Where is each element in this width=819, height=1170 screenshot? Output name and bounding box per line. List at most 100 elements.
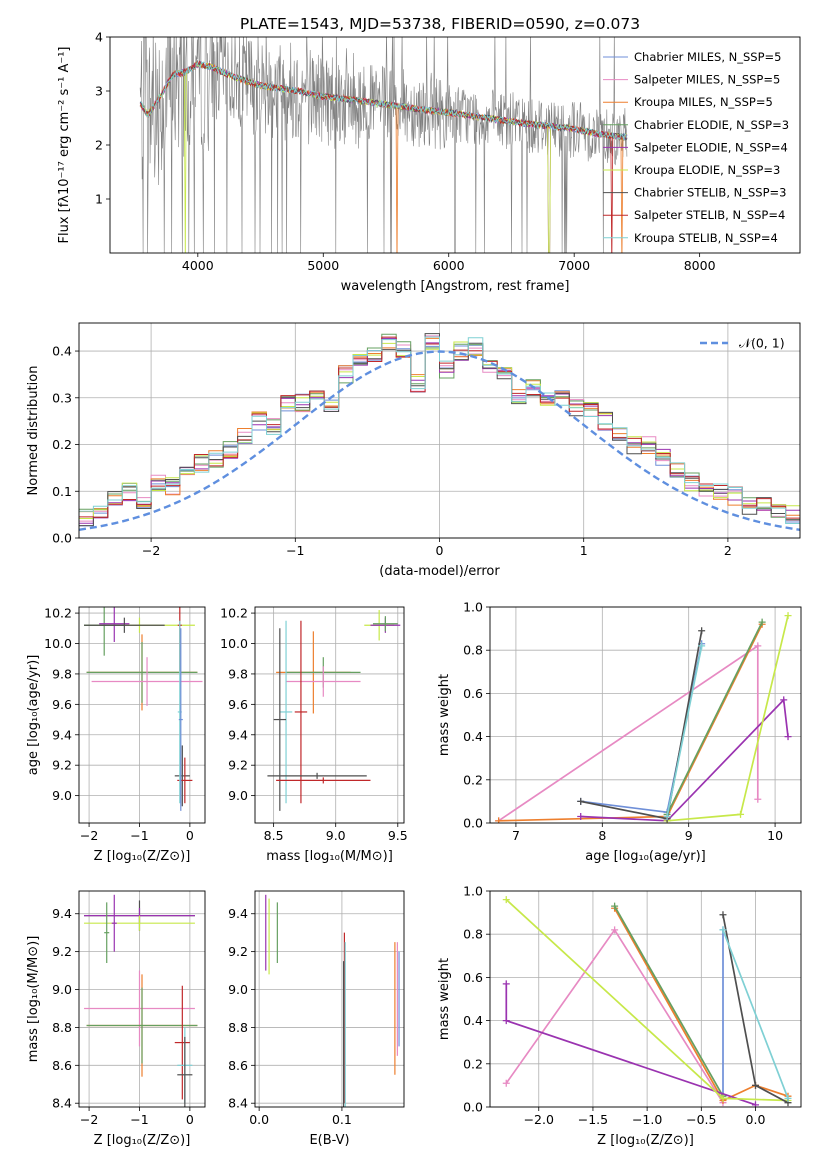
y-tick-label: 2 bbox=[95, 138, 103, 153]
x-tick-label: 9 bbox=[685, 828, 693, 843]
x-tick-label: −1.5 bbox=[578, 1112, 608, 1127]
data-point-marker bbox=[502, 980, 510, 988]
x-tick-label: 9.5 bbox=[388, 828, 408, 843]
mass-weight-line bbox=[498, 623, 763, 822]
x-tick-label: −2.0 bbox=[524, 1112, 554, 1127]
mass-vs-extinction-panel: 0.0 0.1 8.4 8.6 8.8 9.0 9.2 9.4 E(B-V) bbox=[228, 890, 405, 1148]
x-tick-label: 2 bbox=[724, 543, 732, 558]
model-spectrum-line bbox=[139, 60, 628, 141]
y-tick-label: 8.8 bbox=[228, 1020, 248, 1035]
x-tick-label: 7000 bbox=[558, 258, 590, 273]
data-point-marker bbox=[754, 795, 762, 803]
gaussian-curve bbox=[79, 350, 800, 531]
y-tick-label: 8.6 bbox=[52, 1058, 72, 1073]
mass-weight-line bbox=[580, 698, 789, 822]
data-point-marker bbox=[751, 1081, 759, 1089]
x-axis-label: wavelength [Angstrom, rest frame] bbox=[341, 279, 570, 294]
x-tick-label: 0 bbox=[186, 1112, 194, 1127]
x-axis-label: mass [log₁₀(M/M⊙)] bbox=[266, 849, 393, 864]
plot-area bbox=[139, 37, 628, 253]
plot-area bbox=[267, 610, 401, 811]
y-tick-label: 9.0 bbox=[228, 982, 248, 997]
y-tick-label: 0.0 bbox=[52, 531, 72, 546]
histogram-step-line bbox=[79, 341, 800, 529]
y-axis-label: Normed distribution bbox=[26, 366, 41, 496]
y-tick-label: 9.4 bbox=[52, 727, 72, 742]
y-tick-label: 10.0 bbox=[44, 636, 72, 651]
x-tick-label: 0.0 bbox=[746, 1112, 766, 1127]
axes-frame bbox=[489, 606, 802, 824]
y-tick-label: 8.8 bbox=[52, 1020, 72, 1035]
y-axis-label: mass weight bbox=[437, 674, 452, 756]
y-tick-label: 0.2 bbox=[463, 772, 483, 787]
legend-label: Salpeter ELODIE, N_SSP=4 bbox=[634, 140, 788, 154]
data-point-marker bbox=[719, 911, 727, 919]
legend-label: Salpeter MILES, N_SSP=5 bbox=[634, 73, 780, 87]
plot-area bbox=[84, 607, 203, 811]
y-axis-label: Flux [fλ10⁻¹⁷ erg cm⁻² s⁻¹ A⁻¹] bbox=[57, 47, 72, 244]
y-tick-label: 9.0 bbox=[228, 788, 248, 803]
data-point-marker bbox=[698, 642, 706, 650]
y-tick-label: 9.2 bbox=[228, 758, 248, 773]
x-tick-label: −2 bbox=[142, 543, 160, 558]
axes-frame bbox=[254, 890, 405, 1108]
axes-frame bbox=[78, 890, 206, 1108]
y-tick-label: 4 bbox=[95, 30, 103, 45]
data-point-marker bbox=[502, 896, 510, 904]
y-tick-label: 0.2 bbox=[463, 1056, 483, 1071]
y-tick-label: 1 bbox=[95, 192, 103, 207]
y-tick-label: 0.6 bbox=[463, 686, 483, 701]
data-point-marker bbox=[784, 612, 792, 620]
axes-frame bbox=[78, 322, 801, 539]
data-point-marker bbox=[502, 1017, 510, 1025]
histogram-step-line bbox=[79, 333, 800, 529]
weight-vs-metallicity-panel: −2.0 −1.5 −1.0 −0.5 0.0 0.0 0.2 0.4 0.6 0.8 1.0 Z [… bbox=[437, 884, 802, 1148]
plot-area bbox=[502, 896, 792, 1107]
data-point-marker bbox=[719, 1094, 727, 1102]
legend-label: Kroupa MILES, N_SSP=5 bbox=[634, 95, 773, 109]
x-tick-label: 4000 bbox=[182, 258, 214, 273]
residual-histogram-panel: −2 −1 0 1 2 0.0 0.1 0.2 0.3 0.4 (data-model)/error… bbox=[26, 322, 801, 579]
y-tick-label: 0.1 bbox=[52, 484, 72, 499]
age-vs-mass-panel: 8.5 9.0 9.5 9.0 9.2 9.4 9.6 9.8 10.0 10.2 mass [lo… bbox=[220, 606, 408, 864]
x-axis-label: age [log₁₀(age/yr)] bbox=[585, 849, 706, 864]
mass-weight-line bbox=[722, 929, 789, 1099]
y-tick-label: 9.6 bbox=[228, 697, 248, 712]
x-tick-label: −1 bbox=[130, 828, 148, 843]
x-tick-label: 8.5 bbox=[264, 828, 284, 843]
histogram-step-line bbox=[79, 336, 800, 525]
figure-title: PLATE=1543, MJD=53738, FIBERID=0590, z=0… bbox=[240, 15, 640, 33]
y-tick-label: 0.4 bbox=[463, 1013, 483, 1028]
plot-area bbox=[495, 612, 792, 823]
data-point-marker bbox=[502, 1079, 510, 1087]
mass-weight-line bbox=[613, 907, 789, 1102]
legend-gaussian-label: 𝒩(0, 1) bbox=[739, 336, 785, 351]
y-tick-label: 1.0 bbox=[463, 600, 483, 615]
plot-area bbox=[265, 894, 400, 1107]
x-tick-label: 9.0 bbox=[326, 828, 346, 843]
x-tick-label: −1.0 bbox=[632, 1112, 662, 1127]
legend-label: Kroupa ELODIE, N_SSP=3 bbox=[634, 163, 780, 177]
mass-weight-line bbox=[613, 905, 724, 1097]
y-tick-label: 0.6 bbox=[463, 970, 483, 985]
y-tick-label: 9.0 bbox=[52, 788, 72, 803]
data-point-marker bbox=[751, 1101, 759, 1107]
x-tick-label: 8000 bbox=[684, 258, 716, 273]
spectrum-panel: 4000 5000 6000 7000 8000 1 2 3 4 wavelength [Angs… bbox=[57, 30, 801, 294]
y-tick-label: 0.8 bbox=[463, 927, 483, 942]
grid bbox=[255, 891, 404, 1107]
grid bbox=[490, 890, 801, 1108]
grid bbox=[79, 607, 205, 823]
axes-frame bbox=[78, 606, 206, 824]
y-tick-label: 0.8 bbox=[463, 643, 483, 658]
legend-label: Salpeter STELIB, N_SSP=4 bbox=[634, 208, 785, 222]
grid bbox=[255, 607, 404, 823]
data-point-marker bbox=[758, 618, 766, 626]
x-tick-label: 0.0 bbox=[249, 1112, 269, 1127]
x-axis-label: (data-model)/error bbox=[379, 564, 500, 579]
x-tick-label: −1 bbox=[130, 1112, 148, 1127]
plot-area bbox=[79, 333, 800, 531]
data-point-marker bbox=[754, 642, 762, 650]
x-axis-label: Z [log₁₀(Z/Z⊙)] bbox=[597, 1133, 694, 1148]
y-tick-label: 0.3 bbox=[52, 390, 72, 405]
